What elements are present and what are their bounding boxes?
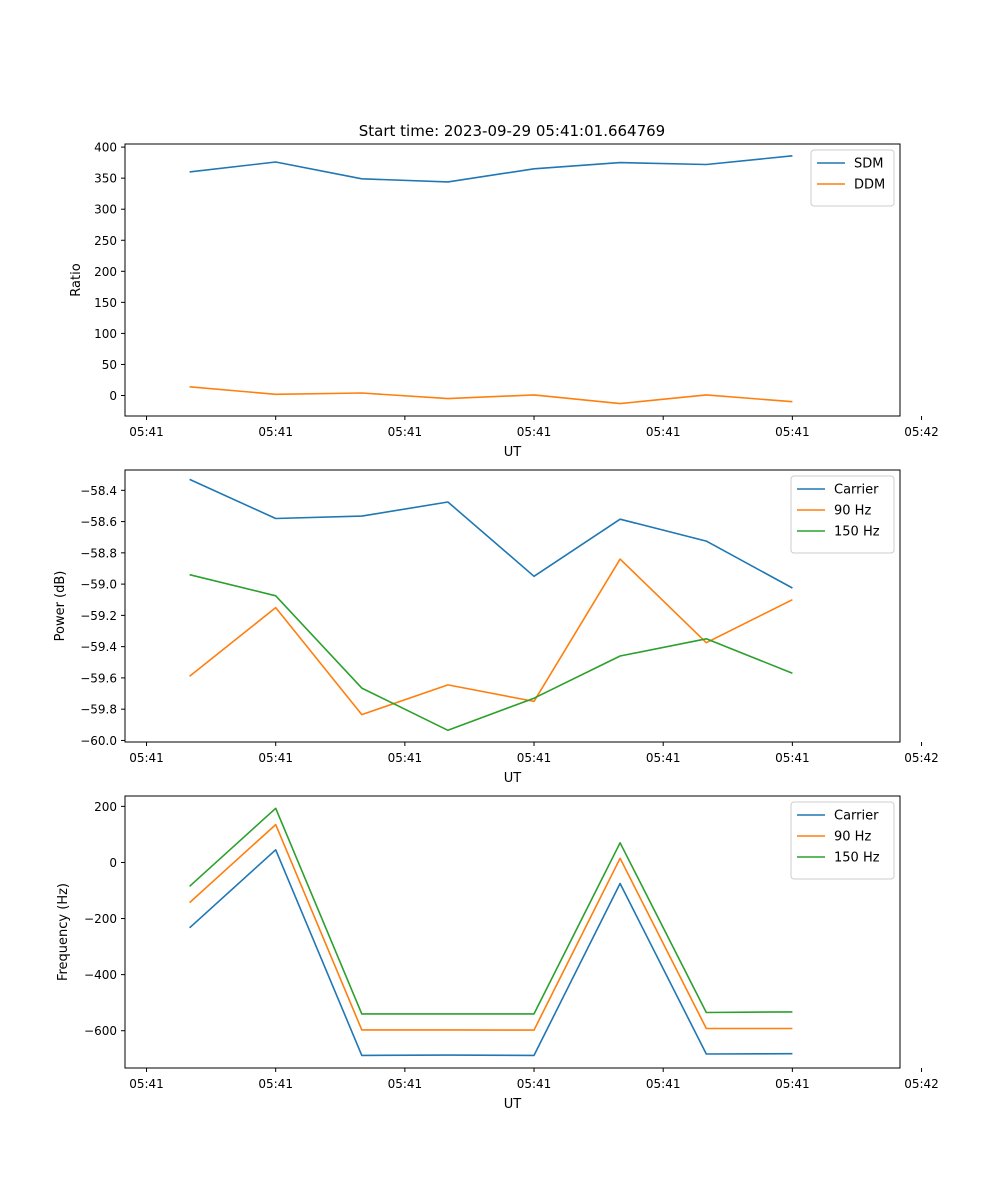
series-line-90-hz <box>189 823 793 1031</box>
y-tick-label: −600 <box>84 1024 117 1038</box>
legend-box <box>790 801 895 880</box>
y-tick-label: 200 <box>94 265 117 279</box>
x-tick-label: 05:41 <box>517 425 552 439</box>
y-tick-label: 50 <box>102 358 117 372</box>
legend-label: 150 Hz <box>834 851 880 866</box>
y-axis-label: Power (dB) <box>53 571 68 642</box>
y-tick-label: 250 <box>94 234 117 248</box>
panel-1: 05:41 05:41 05:41 05:41 05:41 05:41 05:42 0 50 10… <box>69 141 939 460</box>
series-line-90-hz <box>189 558 793 716</box>
legend-label: Carrier <box>834 483 879 498</box>
legend-label: 150 Hz <box>834 525 880 540</box>
x-tick-label: 05:41 <box>388 751 423 765</box>
series-line-sdm <box>189 155 793 183</box>
x-tick-label: 05:41 <box>775 425 810 439</box>
panel-2: 05:41 05:41 05:41 05:41 05:41 05:41 05:42 −60.0… <box>53 469 939 786</box>
x-axis-label: UT <box>504 771 522 786</box>
series-line-carrier <box>189 848 793 1057</box>
y-tick-label: −58.8 <box>80 546 117 560</box>
legend-label: Carrier <box>834 809 879 824</box>
y-tick-label: −59.6 <box>80 671 117 685</box>
x-tick-label: 05:41 <box>258 425 293 439</box>
legend: Carrier 90 Hz 150 Hz <box>790 475 895 554</box>
x-tick-label: 05:42 <box>904 1077 939 1091</box>
axes-frame <box>124 469 901 743</box>
x-tick-label: 05:41 <box>258 1077 293 1091</box>
x-tick-label: 05:41 <box>775 751 810 765</box>
x-tick-label: 05:41 <box>388 425 423 439</box>
legend-label: DDM <box>854 178 885 193</box>
x-tick-label: 05:41 <box>129 425 164 439</box>
x-tick-label: 05:41 <box>646 1077 681 1091</box>
x-tick-label: 05:41 <box>258 751 293 765</box>
legend-label: 90 Hz <box>834 830 871 845</box>
x-tick-label: 05:41 <box>646 425 681 439</box>
x-axis-label: UT <box>504 1097 522 1112</box>
x-tick-label: 05:41 <box>129 1077 164 1091</box>
y-tick-label: −58.4 <box>80 484 117 498</box>
axes-frame <box>124 795 901 1069</box>
y-tick-label: 100 <box>94 327 117 341</box>
x-tick-label: 05:42 <box>904 425 939 439</box>
y-tick-label: −60.0 <box>80 734 117 748</box>
legend-label: SDM <box>854 157 883 172</box>
series-line-ddm <box>189 386 793 405</box>
y-tick-label: 400 <box>94 141 117 155</box>
series-line-150-hz <box>189 807 793 1015</box>
y-tick-label: −58.6 <box>80 515 117 529</box>
series-line-carrier <box>189 478 793 589</box>
chart-panels: 05:41 05:41 05:41 05:41 05:41 05:41 05:42 0 50 10… <box>53 141 939 1112</box>
x-tick-label: 05:41 <box>775 1077 810 1091</box>
legend-box <box>790 475 895 554</box>
x-tick-label: 05:41 <box>388 1077 423 1091</box>
y-axis-label: Frequency (Hz) <box>56 883 71 981</box>
y-tick-label: −200 <box>84 912 117 926</box>
y-tick-label: 200 <box>94 800 117 814</box>
y-tick-label: −59.2 <box>80 609 117 623</box>
y-tick-label: 0 <box>109 856 117 870</box>
panel-3: 05:41 05:41 05:41 05:41 05:41 05:41 05:42 −600 −… <box>56 795 939 1112</box>
y-tick-label: 0 <box>109 389 117 403</box>
legend-label: 90 Hz <box>834 504 871 519</box>
y-tick-label: −59.4 <box>80 640 117 654</box>
series-line-150-hz <box>189 573 793 732</box>
x-tick-label: 05:41 <box>646 751 681 765</box>
legend: SDM DDM <box>810 149 895 207</box>
y-tick-label: −59.0 <box>80 578 117 592</box>
x-tick-label: 05:41 <box>517 751 552 765</box>
y-tick-label: −400 <box>84 968 117 982</box>
chart-title: Start time: 2023-09-29 05:41:01.664769 <box>359 122 665 140</box>
x-tick-label: 05:41 <box>517 1077 552 1091</box>
y-tick-label: −59.8 <box>80 703 117 717</box>
y-tick-label: 300 <box>94 203 117 217</box>
axes-frame <box>124 143 901 417</box>
x-tick-label: 05:42 <box>904 751 939 765</box>
legend: Carrier 90 Hz 150 Hz <box>790 801 895 880</box>
legend-box <box>810 149 895 207</box>
y-tick-label: 350 <box>94 172 117 186</box>
y-tick-label: 150 <box>94 296 117 310</box>
y-axis-label: Ratio <box>69 263 84 296</box>
x-tick-label: 05:41 <box>129 751 164 765</box>
x-axis-label: UT <box>504 445 522 460</box>
